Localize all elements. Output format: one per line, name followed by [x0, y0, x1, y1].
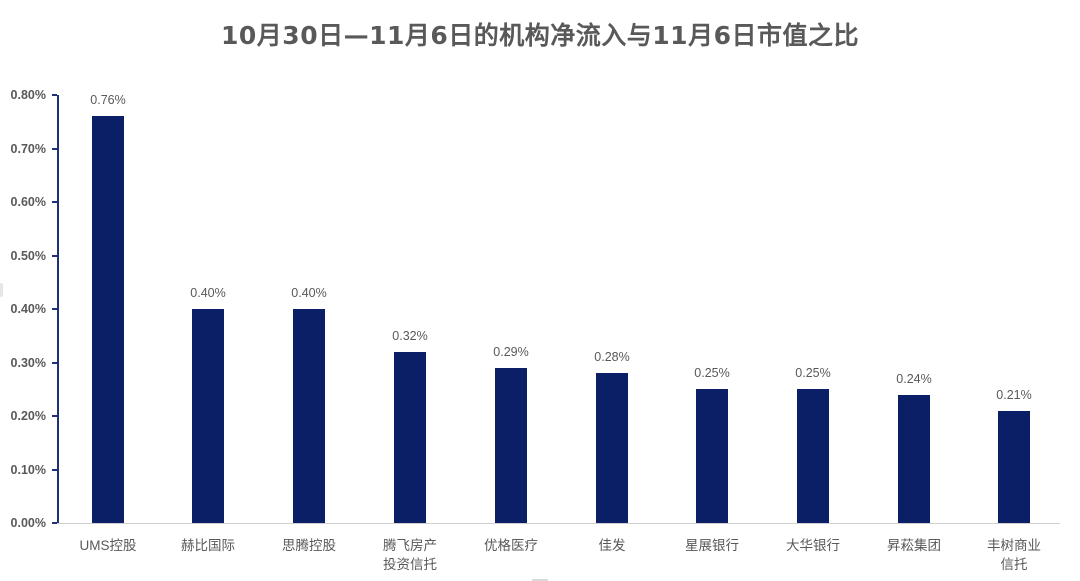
bar-value-label: 0.25% [694, 366, 730, 381]
bar [495, 367, 527, 523]
x-category-label: 大华银行 [786, 538, 840, 553]
bar-value-label: 0.25% [795, 366, 831, 381]
bar-value-label: 0.24% [896, 371, 932, 386]
bar-value-label: 0.76% [90, 93, 126, 108]
y-axis-line [57, 95, 59, 524]
y-tick-label: 0.50% [10, 248, 46, 263]
bar [192, 309, 224, 523]
x-category-label: UMS控股 [79, 538, 137, 553]
y-tick-mark [52, 94, 57, 96]
y-tick-label: 0.10% [10, 462, 46, 477]
x-category-label: 佳发 [598, 538, 626, 553]
y-tick-mark [52, 522, 57, 524]
bar [92, 116, 124, 523]
x-category-label: 思腾控股 [282, 538, 336, 553]
bar [696, 389, 728, 523]
y-tick-label: 0.60% [10, 195, 46, 209]
bar [898, 394, 930, 523]
bar [394, 351, 426, 523]
edge-artifact [0, 283, 3, 297]
y-tick-mark [52, 468, 57, 471]
y-tick-label: 0.00% [10, 516, 46, 530]
x-axis-line [57, 523, 1060, 524]
bar [998, 410, 1030, 523]
y-tick-mark [52, 147, 57, 150]
bar [293, 309, 325, 523]
bar-value-label: 0.28% [594, 350, 630, 365]
y-tick-label: 0.80% [10, 88, 46, 102]
y-tick-label: 0.70% [10, 141, 46, 156]
bar-value-label: 0.40% [291, 286, 327, 300]
y-tick-mark [52, 415, 57, 417]
bar-value-label: 0.21% [996, 387, 1032, 402]
y-tick-label: 0.30% [10, 355, 46, 370]
x-category-label: 腾飞房产 投资信托 [383, 538, 437, 572]
x-category-label: 优格医疗 [484, 538, 538, 553]
x-category-label: 丰树商业 信托 [987, 538, 1041, 572]
y-tick-mark [52, 201, 57, 203]
bar [797, 389, 829, 523]
chart-title: 10月30日—11月6日的机构净流入与11月6日市值之比 [221, 21, 859, 50]
y-tick-label: 0.20% [10, 409, 46, 423]
bar-value-label: 0.40% [190, 286, 226, 300]
y-tick-mark [52, 308, 57, 310]
bar-value-label: 0.29% [493, 344, 529, 359]
bar-value-label: 0.32% [392, 328, 428, 343]
y-tick-mark [52, 254, 57, 257]
bar [596, 373, 628, 523]
y-tick-label: 0.40% [10, 302, 46, 316]
bottom-artifact [532, 579, 548, 581]
y-tick-mark [52, 361, 57, 364]
x-category-label: 星展银行 [685, 538, 739, 553]
x-category-label: 赫比国际 [181, 538, 235, 553]
x-category-label: 昇菘集团 [887, 538, 941, 553]
